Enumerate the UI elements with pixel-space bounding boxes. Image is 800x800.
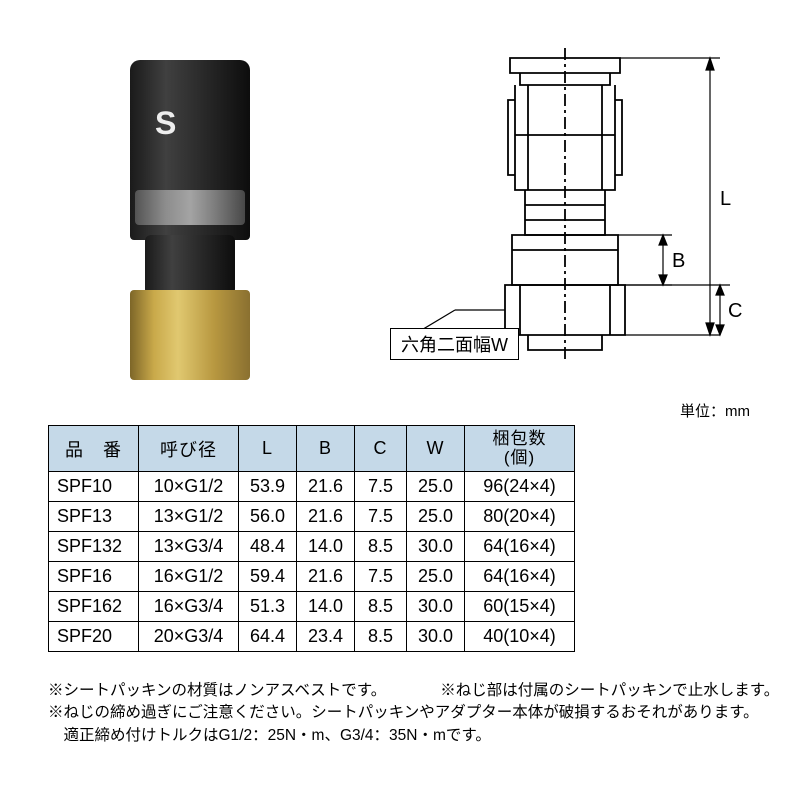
dim-b-label: B: [672, 250, 685, 272]
dim-l-label: L: [720, 188, 731, 210]
table-row: SPF2020×G3/464.423.48.530.040(10×4): [49, 622, 575, 652]
cell-pack: 64(16×4): [465, 532, 575, 562]
cell-c: 8.5: [355, 622, 407, 652]
note-3: 適正締め付けトルクはG1/2：25N・m、G3/4：35N・mです。: [48, 725, 779, 747]
th-dia: 呼び径: [139, 426, 239, 472]
cell-pack: 80(20×4): [465, 502, 575, 532]
table-row: SPF1313×G1/256.021.67.525.080(20×4): [49, 502, 575, 532]
cell-b: 14.0: [297, 592, 355, 622]
cell-dia: 20×G3/4: [139, 622, 239, 652]
cell-pack: 64(16×4): [465, 562, 575, 592]
cell-l: 53.9: [239, 472, 297, 502]
cell-w: 25.0: [407, 502, 465, 532]
cell-b: 14.0: [297, 532, 355, 562]
cell-dia: 10×G1/2: [139, 472, 239, 502]
table-row: SPF1010×G1/253.921.67.525.096(24×4): [49, 472, 575, 502]
cell-b: 23.4: [297, 622, 355, 652]
table-header-row: 品 番 呼び径 L B C W 梱包数(個): [49, 426, 575, 472]
cell-pack: 40(10×4): [465, 622, 575, 652]
cell-w: 30.0: [407, 592, 465, 622]
page-container: S: [0, 0, 800, 800]
cell-l: 48.4: [239, 532, 297, 562]
note-1a: ※シートパッキンの材質はノンアスベストです。: [48, 680, 386, 702]
cell-l: 59.4: [239, 562, 297, 592]
technical-diagram: L B C: [420, 40, 750, 370]
th-c: C: [355, 426, 407, 472]
photo-clear-section: [135, 190, 245, 225]
cell-b: 21.6: [297, 562, 355, 592]
cell-c: 8.5: [355, 532, 407, 562]
cell-part: SPF16: [49, 562, 139, 592]
cell-w: 30.0: [407, 622, 465, 652]
photo-body-mid: [145, 235, 235, 295]
cell-part: SPF13: [49, 502, 139, 532]
cell-l: 56.0: [239, 502, 297, 532]
th-pack: 梱包数(個): [465, 426, 575, 472]
th-l: L: [239, 426, 297, 472]
cell-dia: 13×G3/4: [139, 532, 239, 562]
cell-c: 7.5: [355, 502, 407, 532]
table-row: SPF13213×G3/448.414.08.530.064(16×4): [49, 532, 575, 562]
cell-b: 21.6: [297, 502, 355, 532]
cell-pack: 96(24×4): [465, 472, 575, 502]
note-2: ※ねじの締め過ぎにご注意ください。シートパッキンやアダプター本体が破損するおそれ…: [48, 702, 779, 724]
table-row: SPF1616×G1/259.421.67.525.064(16×4): [49, 562, 575, 592]
cell-c: 7.5: [355, 472, 407, 502]
th-b: B: [297, 426, 355, 472]
cell-part: SPF132: [49, 532, 139, 562]
cell-dia: 16×G1/2: [139, 562, 239, 592]
footnotes: ※シートパッキンの材質はノンアスベストです。 ※ねじ部は付属のシートパッキンで止…: [48, 680, 779, 747]
cell-w: 25.0: [407, 472, 465, 502]
cell-dia: 16×G3/4: [139, 592, 239, 622]
photo-brass-hex: [130, 290, 250, 380]
cell-part: SPF20: [49, 622, 139, 652]
th-w: W: [407, 426, 465, 472]
cell-pack: 60(15×4): [465, 592, 575, 622]
cell-b: 21.6: [297, 472, 355, 502]
cell-l: 64.4: [239, 622, 297, 652]
cell-dia: 13×G1/2: [139, 502, 239, 532]
note-1b: ※ねじ部は付属のシートパッキンで止水します。: [440, 680, 779, 702]
spec-table: 品 番 呼び径 L B C W 梱包数(個) SPF1010×G1/253.92…: [48, 425, 575, 652]
hex-width-label: 六角二面幅W: [390, 328, 519, 360]
cell-c: 7.5: [355, 562, 407, 592]
product-photo: S: [60, 50, 320, 370]
th-part: 品 番: [49, 426, 139, 472]
table-row: SPF16216×G3/451.314.08.530.060(15×4): [49, 592, 575, 622]
cell-c: 8.5: [355, 592, 407, 622]
unit-label: 単位：mm: [680, 400, 750, 421]
cell-w: 25.0: [407, 562, 465, 592]
cell-l: 51.3: [239, 592, 297, 622]
cell-w: 30.0: [407, 532, 465, 562]
cell-part: SPF10: [49, 472, 139, 502]
photo-letter-s: S: [155, 105, 176, 142]
cell-part: SPF162: [49, 592, 139, 622]
dim-c-label: C: [728, 300, 742, 322]
